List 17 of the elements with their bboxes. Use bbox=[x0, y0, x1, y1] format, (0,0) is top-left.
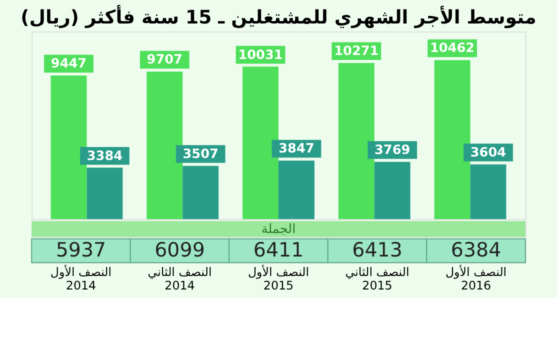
data-label: 10031 bbox=[238, 48, 283, 63]
data-label: 9447 bbox=[50, 56, 87, 72]
data-label: 10271 bbox=[334, 44, 379, 60]
text: 6413 bbox=[352, 238, 402, 262]
text: 6384 bbox=[450, 238, 502, 262]
data-label: 3604 bbox=[470, 145, 506, 160]
data-label: 3507 bbox=[182, 146, 218, 162]
text: 6411 bbox=[253, 238, 304, 262]
data-label: 3384 bbox=[86, 148, 123, 164]
data-label: 10462 bbox=[430, 41, 475, 56]
text: 6099 bbox=[154, 238, 205, 262]
data-label: 3769 bbox=[374, 142, 410, 158]
data-label: 9707 bbox=[146, 52, 182, 68]
chart-title: متوسط الأجر الشهري للمشتغلين ـ 15 سنة فأكثر (ريال) bbox=[20, 4, 536, 29]
text: 5937 bbox=[56, 238, 106, 262]
data-label: 3847 bbox=[278, 142, 314, 157]
text: الجملة bbox=[261, 222, 296, 237]
